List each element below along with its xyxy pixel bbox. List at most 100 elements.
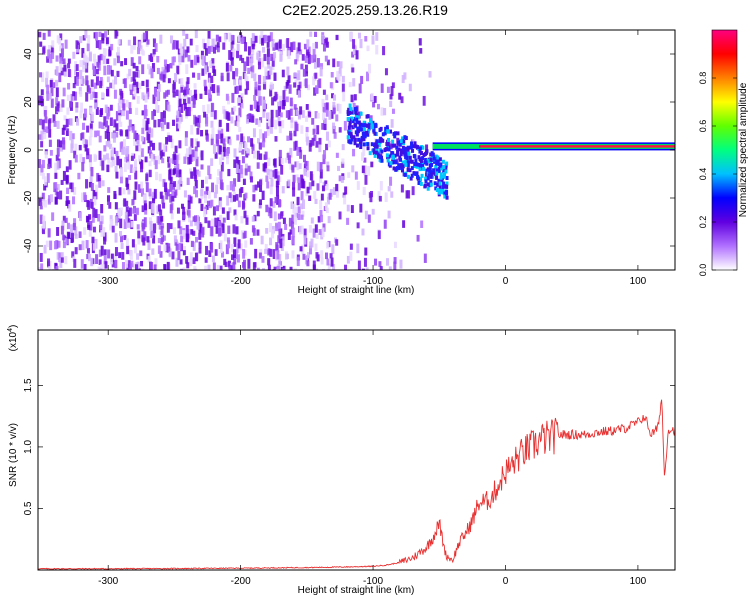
spectrogram-cell bbox=[76, 118, 80, 126]
spectrogram-cell bbox=[435, 161, 439, 166]
spectrogram-cell bbox=[322, 43, 326, 52]
spectrogram-cell bbox=[109, 258, 113, 265]
spectrogram-cell bbox=[60, 179, 64, 185]
spectrogram-cell bbox=[99, 268, 103, 270]
spectrogram-cell bbox=[402, 220, 406, 228]
spectrogram-cell bbox=[177, 250, 181, 261]
spectrogram-cell bbox=[113, 89, 117, 99]
spectrogram-cell bbox=[375, 144, 379, 149]
spectrogram-cell bbox=[157, 237, 161, 244]
spectrogram-cell bbox=[254, 248, 258, 259]
spectrogram-cell bbox=[264, 66, 268, 76]
spectrogram-cell bbox=[315, 252, 319, 259]
spectrogram-cell bbox=[54, 172, 58, 179]
spectrogram-cell bbox=[341, 144, 345, 151]
spectrogram-cell bbox=[237, 172, 241, 182]
spectrogram-cell bbox=[132, 208, 136, 214]
spectrogram-cell bbox=[77, 269, 81, 270]
spectrogram-cell bbox=[136, 140, 140, 147]
spectrogram-cell bbox=[326, 161, 330, 168]
spectrogram-cell bbox=[286, 66, 290, 76]
spectrogram-cell bbox=[173, 235, 177, 243]
spectrogram-cell bbox=[254, 81, 258, 90]
spectrogram-cell bbox=[277, 106, 281, 117]
spectrogram-cell bbox=[428, 168, 432, 173]
spectrogram-cell bbox=[251, 144, 255, 154]
spectrogram-cell bbox=[105, 89, 109, 96]
snr-y-ticks: 0.51.01.5 bbox=[23, 378, 675, 515]
spectrogram-cell bbox=[271, 63, 275, 70]
spectrogram-cell bbox=[227, 168, 231, 177]
spectrogram-cell bbox=[361, 123, 365, 128]
spectrogram-cell bbox=[158, 142, 162, 151]
spectrogram-cell bbox=[235, 164, 239, 173]
spectrogram-cell bbox=[356, 181, 360, 190]
spectrogram-cell bbox=[140, 163, 144, 173]
spectrogram-cell bbox=[59, 190, 63, 200]
spectrogram-cell bbox=[406, 160, 410, 165]
spectrogram-cell bbox=[111, 146, 115, 157]
spectrogram-cell bbox=[135, 207, 139, 216]
spectrogram-cell bbox=[324, 180, 328, 186]
spectrogram-cell bbox=[166, 89, 170, 95]
spectrogram-cell bbox=[410, 141, 414, 146]
spectrogram-cell bbox=[160, 112, 164, 122]
spectrogram-cell bbox=[256, 210, 260, 217]
spectrogram-cell bbox=[387, 147, 391, 152]
spectrogram-cell bbox=[55, 154, 59, 162]
spectrogram-cell bbox=[289, 229, 293, 235]
spectrogram-cell bbox=[101, 33, 105, 41]
spectrogram-cell bbox=[221, 207, 225, 214]
spectrogram-cell bbox=[332, 58, 336, 68]
spectrogram-cell bbox=[200, 50, 204, 60]
spectrogram-cell bbox=[309, 171, 313, 181]
spectrogram-cell bbox=[274, 136, 278, 142]
spectrogram-cell bbox=[284, 157, 288, 163]
spectrogram-cell bbox=[319, 66, 323, 77]
spectrogram-cell bbox=[401, 145, 405, 150]
spectrogram-cell bbox=[53, 240, 57, 250]
spectrogram-cell bbox=[354, 115, 358, 120]
spectrogram-cell bbox=[370, 161, 374, 168]
spectrogram-cell bbox=[367, 214, 371, 223]
spectrogram-cell bbox=[361, 228, 365, 236]
spectrogram-cell bbox=[80, 259, 84, 269]
spectrogram-cell bbox=[193, 55, 197, 66]
spectrogram-cell bbox=[129, 164, 133, 173]
spectrogram-cell bbox=[185, 107, 189, 117]
spectrogram-cell bbox=[50, 86, 54, 97]
spectrogram-cell bbox=[133, 190, 137, 200]
spectrogram-cell bbox=[193, 151, 197, 161]
spectrogram-cell bbox=[179, 43, 183, 54]
spectrogram-cell bbox=[73, 91, 77, 101]
spectrogram-cell bbox=[158, 223, 162, 230]
spectrogram-cell bbox=[285, 96, 289, 103]
spectrogram-cell bbox=[64, 256, 68, 265]
spectrogram-cell bbox=[260, 31, 264, 38]
spectrogram-cell bbox=[147, 127, 151, 134]
spectrogram-cell bbox=[321, 98, 325, 107]
y-tick-label: 1.0 bbox=[23, 440, 34, 454]
spectrogram-cell bbox=[422, 95, 426, 106]
spectrogram-cell bbox=[40, 141, 44, 148]
spectrogram-cell bbox=[231, 184, 235, 192]
spectrogram-cell bbox=[302, 253, 306, 260]
spectrogram-cell bbox=[214, 217, 218, 227]
spectrogram-cell bbox=[348, 81, 352, 88]
spectrogram-cell bbox=[72, 82, 76, 89]
spectrogram-cell bbox=[259, 117, 263, 123]
spectrogram-cell bbox=[228, 139, 232, 146]
spectrogram-cell bbox=[158, 173, 162, 182]
spectrogram-cell bbox=[161, 223, 165, 229]
spectrogram-cell bbox=[196, 56, 200, 63]
spectrogram-cell bbox=[94, 92, 98, 99]
spectrogram-cell bbox=[264, 131, 268, 139]
spectrogram-cell bbox=[170, 138, 174, 149]
spectrogram-cell bbox=[258, 129, 262, 139]
spectrogram-cell bbox=[305, 71, 309, 77]
spectrogram-cell bbox=[182, 230, 186, 237]
spectrogram-cell bbox=[399, 259, 403, 269]
spectrogram-cell bbox=[338, 67, 342, 77]
spectrogram-cell bbox=[378, 261, 382, 267]
spectrogram-cell bbox=[126, 245, 130, 255]
